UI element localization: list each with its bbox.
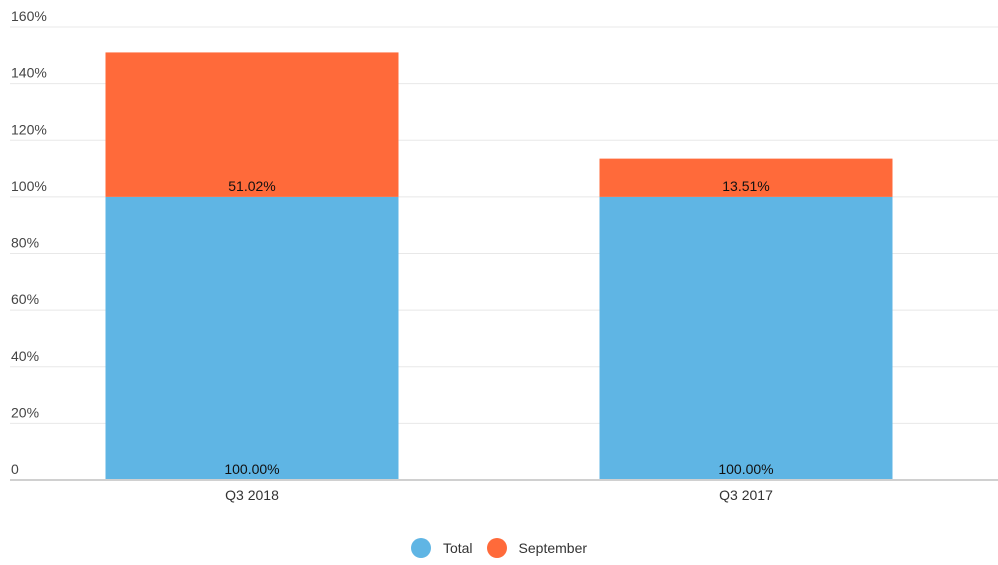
data-label: 100.00%	[718, 461, 773, 477]
data-label: 51.02%	[228, 178, 275, 194]
data-label: 13.51%	[722, 178, 769, 194]
bar-total[interactable]	[599, 196, 893, 480]
y-tick-label: 140%	[11, 65, 47, 81]
y-axis-tick-labels: 0 20% 40% 60% 80% 100% 120% 140% 160%	[11, 8, 47, 477]
y-tick-label: 0	[11, 461, 19, 477]
legend: Total September	[0, 536, 998, 560]
legend-label-september: September	[518, 540, 588, 556]
y-tick-label: 80%	[11, 235, 39, 251]
y-tick-label: 120%	[11, 121, 47, 137]
x-category-label: Q3 2017	[719, 487, 773, 503]
legend-swatch-september	[486, 538, 507, 558]
y-tick-label: 60%	[11, 291, 39, 307]
data-label: 100.00%	[224, 461, 279, 477]
y-tick-label: 20%	[11, 404, 39, 420]
legend-item-total[interactable]: Total	[410, 538, 473, 558]
legend-label-total: Total	[442, 540, 473, 556]
y-tick-label: 100%	[11, 178, 47, 194]
y-tick-label: 40%	[11, 348, 39, 364]
legend-swatch-total	[410, 538, 431, 558]
bar-total[interactable]	[105, 196, 399, 480]
bar-september[interactable]	[599, 158, 893, 197]
bar-september[interactable]	[105, 52, 399, 197]
y-tick-label: 160%	[11, 8, 47, 24]
legend-item-september[interactable]: September	[486, 538, 588, 558]
x-axis-category-labels: Q3 2018 Q3 2017	[225, 487, 773, 503]
x-category-label: Q3 2018	[225, 487, 279, 503]
data-labels: 100.00% 51.02% 100.00% 13.51%	[224, 178, 773, 477]
bars	[105, 52, 893, 480]
